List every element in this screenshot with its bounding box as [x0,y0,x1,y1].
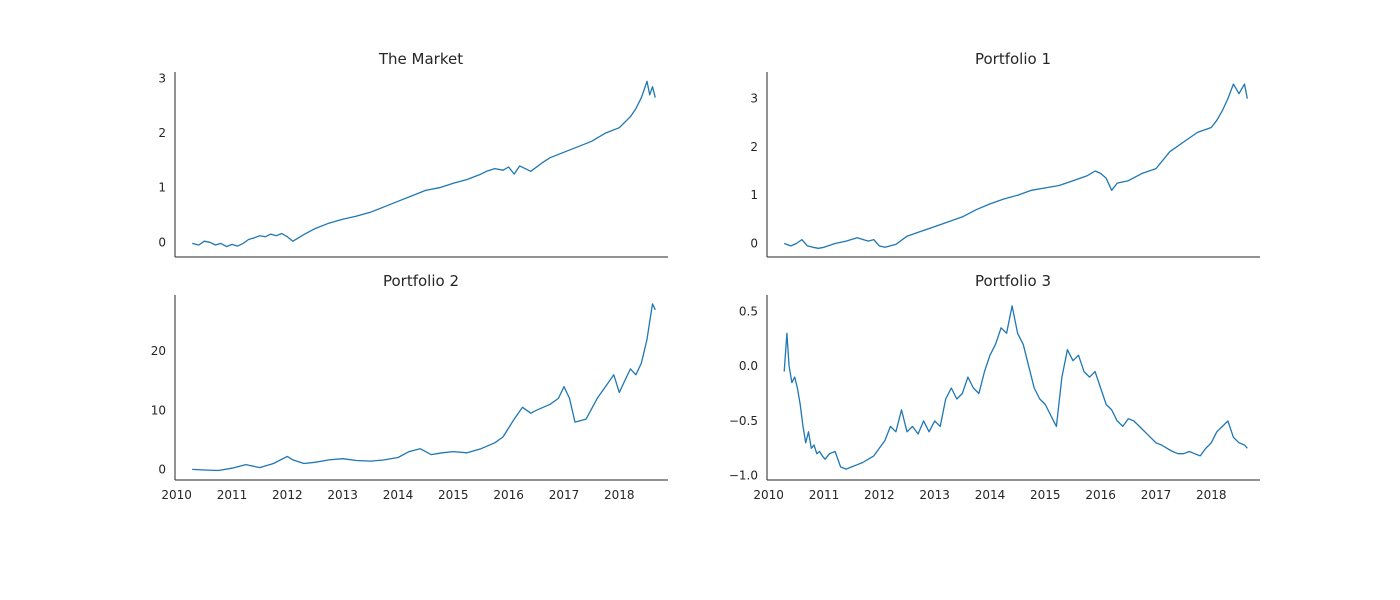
y-tick-label: 10 [151,403,166,417]
y-tick-label: −0.5 [729,414,758,428]
panel-portfolio-2: Portfolio 2 0 10 20 2010 2011 2012 2013 2014 201… [151,272,668,502]
y-tick-label: 0 [158,462,166,476]
panel-title: The Market [378,50,463,68]
x-tick-label: 2012 [272,488,303,502]
y-tick-label: −1.0 [729,469,758,483]
x-tick-label: 2011 [809,488,840,502]
x-tick-label: 2011 [217,488,248,502]
x-tick-label: 2014 [383,488,414,502]
x-tick-label: 2012 [864,488,895,502]
panel-the-market: The Market 0 1 2 3 [158,50,668,258]
x-tick-label: 2013 [919,488,950,502]
y-tick-label: 3 [158,72,166,86]
series-line [783,83,1248,249]
y-tick-label: 3 [750,92,758,106]
x-tick-label: 2016 [1085,488,1116,502]
y-tick-label: 20 [151,344,166,358]
x-tick-label: 2018 [604,488,635,502]
x-tick-label: 2014 [975,488,1006,502]
panel-title: Portfolio 3 [975,272,1051,290]
y-tick-label: 1 [158,181,166,195]
panel-title: Portfolio 1 [975,50,1051,68]
y-tick-label: 1 [750,188,758,202]
x-tick-label: 2017 [549,488,580,502]
x-tick-label: 2013 [327,488,358,502]
y-tick-label: 0 [158,235,166,249]
panel-title: Portfolio 2 [383,272,459,290]
y-tick-label: 2 [158,126,166,140]
series-line [783,305,1248,470]
series-line [192,80,656,248]
x-tick-label: 2018 [1196,488,1227,502]
panel-portfolio-3: Portfolio 3 −1.0 −0.5 0.0 0.5 2010 2011 2012 20… [729,272,1260,502]
x-tick-label: 2016 [493,488,524,502]
y-tick-label: 0.5 [739,304,758,318]
x-tick-label: 2010 [753,488,784,502]
y-tick-label: 0.0 [739,359,758,373]
y-tick-label: 0 [750,236,758,250]
x-tick-label: 2015 [438,488,469,502]
x-tick-label: 2010 [161,488,192,502]
x-tick-label: 2015 [1030,488,1061,502]
x-tick-label: 2017 [1141,488,1172,502]
panel-portfolio-1: Portfolio 1 0 1 2 3 [750,50,1260,258]
y-tick-label: 2 [750,140,758,154]
series-line [192,303,656,472]
